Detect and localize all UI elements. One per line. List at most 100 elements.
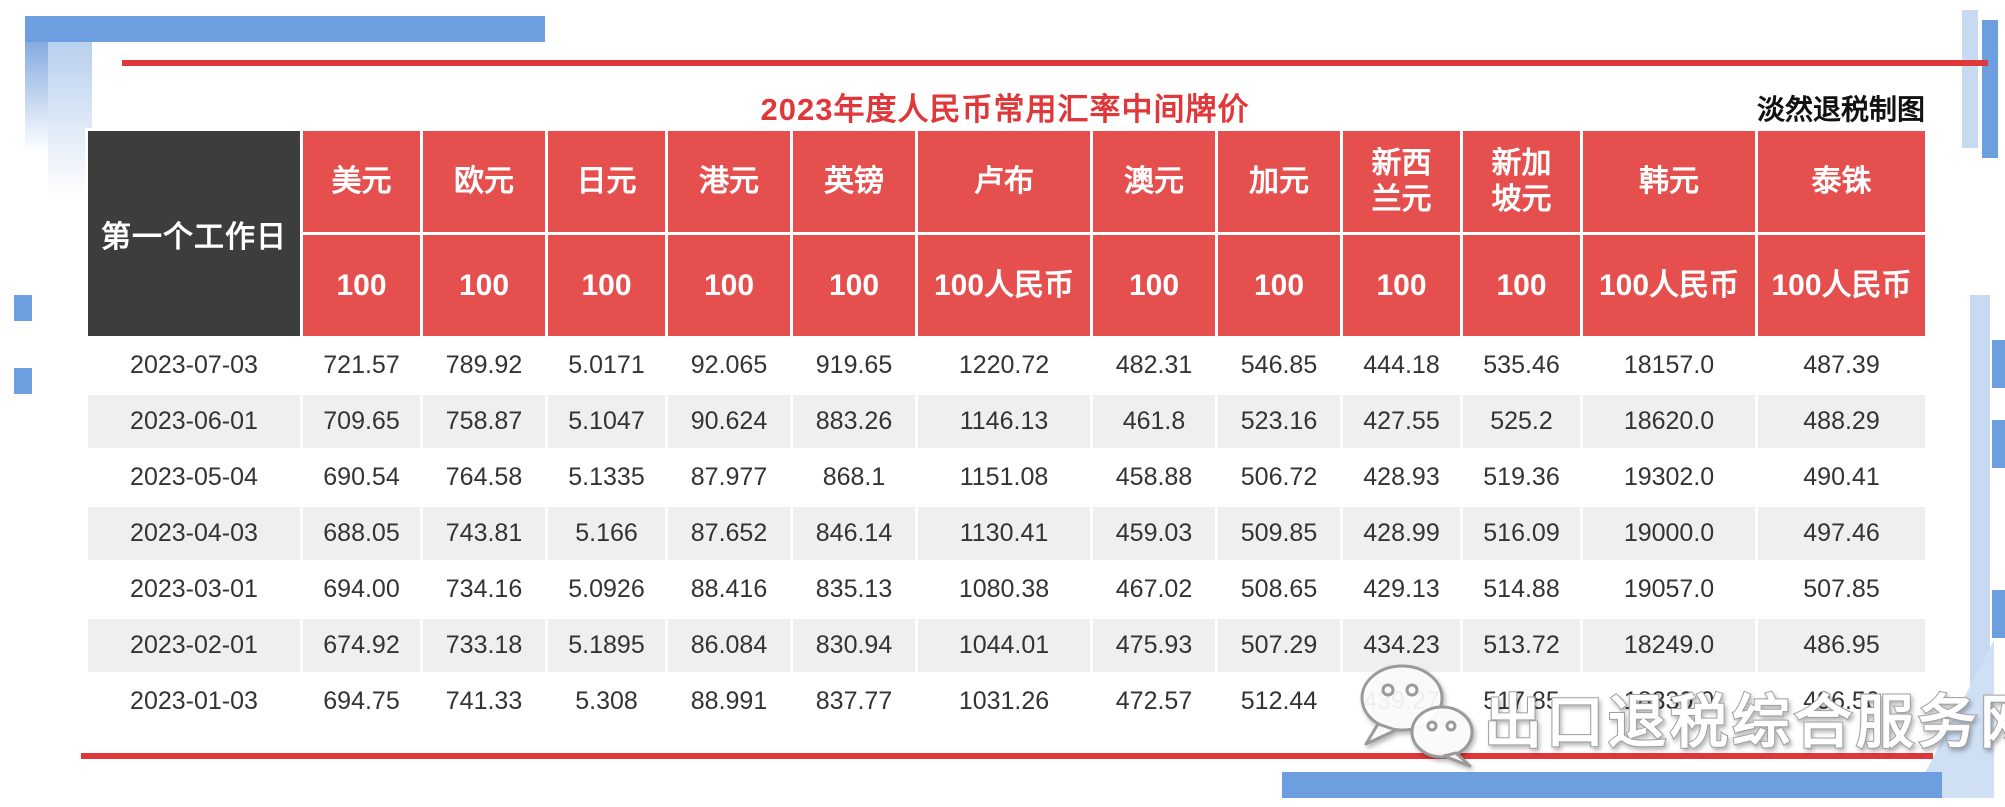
- currency-header-6: 澳元: [1090, 128, 1218, 235]
- rate-cell: 764.58: [420, 448, 548, 507]
- rate-cell: 743.81: [420, 504, 548, 563]
- date-cell: 2023-05-04: [85, 448, 303, 507]
- top-left-ribbon-bar: [25, 16, 545, 42]
- date-cell: 2023-03-01: [85, 560, 303, 619]
- currency-header-1: 欧元: [420, 128, 548, 235]
- rate-cell: 512.44: [1215, 672, 1343, 731]
- currency-header-9: 新加 坡元: [1460, 128, 1583, 235]
- rate-cell: 1146.13: [915, 392, 1093, 451]
- rate-cell: 789.92: [420, 336, 548, 395]
- currency-header-3: 港元: [665, 128, 793, 235]
- right-edge-strip: [1970, 295, 1990, 715]
- rate-cell: 88.416: [665, 560, 793, 619]
- exchange-rate-table: 第一个工作日 美元 欧元 日元 港元 英镑 卢布 澳元 加元 新西 兰元 新加 坡元 韩元 泰铢 100 1…: [85, 128, 1928, 731]
- rate-cell: 5.308: [545, 672, 668, 731]
- rate-cell: 19000.0: [1580, 504, 1758, 563]
- unit-header-5: 100人民币: [915, 232, 1093, 339]
- rate-cell: 487.39: [1755, 336, 1928, 395]
- currency-header-7: 加元: [1215, 128, 1343, 235]
- rate-cell: 92.065: [665, 336, 793, 395]
- currency-header-2: 日元: [545, 128, 668, 235]
- rate-cell: 883.26: [790, 392, 918, 451]
- rate-cell: 18249.0: [1580, 616, 1758, 675]
- rate-cell: 546.85: [1215, 336, 1343, 395]
- left-edge-square: [14, 368, 32, 394]
- rate-cell: 5.1335: [545, 448, 668, 507]
- currency-header-10: 韩元: [1580, 128, 1758, 235]
- rate-cell: 482.31: [1090, 336, 1218, 395]
- rate-cell: 517.85: [1460, 672, 1583, 731]
- rate-cell: 472.57: [1090, 672, 1218, 731]
- rate-cell: 87.652: [665, 504, 793, 563]
- bottom-red-rule: [81, 753, 1933, 759]
- currency-header-0: 美元: [300, 128, 423, 235]
- rate-cell: 1044.01: [915, 616, 1093, 675]
- rate-cell: 427.55: [1340, 392, 1463, 451]
- rate-cell: 525.2: [1460, 392, 1583, 451]
- top-right-bar-blue: [1982, 20, 1998, 158]
- unit-header-3: 100: [665, 232, 793, 339]
- rate-cell: 830.94: [790, 616, 918, 675]
- unit-header-11: 100人民币: [1755, 232, 1928, 339]
- rate-cell: 5.166: [545, 504, 668, 563]
- rate-cell: 1151.08: [915, 448, 1093, 507]
- rate-cell: 497.46: [1755, 504, 1928, 563]
- rate-cell: 519.36: [1460, 448, 1583, 507]
- currency-header-5: 卢布: [915, 128, 1093, 235]
- rate-cell: 690.54: [300, 448, 423, 507]
- rate-cell: 516.09: [1460, 504, 1583, 563]
- left-edge-square: [14, 295, 32, 321]
- rate-cell: 496.50: [1755, 672, 1928, 731]
- rate-cell: 88.991: [665, 672, 793, 731]
- rate-cell: 86.084: [665, 616, 793, 675]
- rate-cell: 428.99: [1340, 504, 1463, 563]
- rate-cell: 1080.38: [915, 560, 1093, 619]
- rate-cell: 429.13: [1340, 560, 1463, 619]
- rate-cell: 734.16: [420, 560, 548, 619]
- date-cell: 2023-02-01: [85, 616, 303, 675]
- rate-cell: 439.27: [1340, 672, 1463, 731]
- rate-cell: 18157.0: [1580, 336, 1758, 395]
- rate-cell: 461.8: [1090, 392, 1218, 451]
- date-cell: 2023-01-03: [85, 672, 303, 731]
- rate-cell: 475.93: [1090, 616, 1218, 675]
- date-cell: 2023-06-01: [85, 392, 303, 451]
- right-edge-square: [1992, 590, 2005, 638]
- rate-cell: 87.977: [665, 448, 793, 507]
- rate-cell: 523.16: [1215, 392, 1343, 451]
- rate-cell: 19057.0: [1580, 560, 1758, 619]
- unit-header-8: 100: [1340, 232, 1463, 339]
- currency-header-8: 新西 兰元: [1340, 128, 1463, 235]
- rate-cell: 674.92: [300, 616, 423, 675]
- table-row: 2023-02-01 674.92 733.18 5.1895 86.084 830.94…: [85, 616, 1928, 675]
- page-title: 2023年度人民币常用汇率中间牌价: [760, 92, 1250, 127]
- rate-cell: 428.93: [1340, 448, 1463, 507]
- rate-cell: 733.18: [420, 616, 548, 675]
- unit-header-9: 100: [1460, 232, 1583, 339]
- right-edge-square: [1992, 420, 2005, 468]
- rate-cell: 90.624: [665, 392, 793, 451]
- rate-cell: 513.72: [1460, 616, 1583, 675]
- currency-header-4: 英镑: [790, 128, 918, 235]
- unit-header-4: 100: [790, 232, 918, 339]
- rate-cell: 688.05: [300, 504, 423, 563]
- rate-cell: 694.00: [300, 560, 423, 619]
- corner-header: 第一个工作日: [85, 128, 303, 339]
- rate-cell: 846.14: [790, 504, 918, 563]
- rate-cell: 1031.26: [915, 672, 1093, 731]
- rate-cell: 709.65: [300, 392, 423, 451]
- rate-cell: 18330.0: [1580, 672, 1758, 731]
- rate-cell: 458.88: [1090, 448, 1218, 507]
- rate-cell: 434.23: [1340, 616, 1463, 675]
- top-red-rule: [122, 60, 1988, 66]
- unit-header-0: 100: [300, 232, 423, 339]
- table-row: 2023-04-03 688.05 743.81 5.166 87.652 846.14 1…: [85, 504, 1928, 563]
- top-right-bar-light: [1962, 10, 1978, 148]
- rate-cell: 5.0171: [545, 336, 668, 395]
- unit-header-7: 100: [1215, 232, 1343, 339]
- rate-cell: 741.33: [420, 672, 548, 731]
- rate-cell: 837.77: [790, 672, 918, 731]
- top-left-ribbon-fold-light: [48, 42, 92, 197]
- rate-cell: 507.29: [1215, 616, 1343, 675]
- rate-cell: 868.1: [790, 448, 918, 507]
